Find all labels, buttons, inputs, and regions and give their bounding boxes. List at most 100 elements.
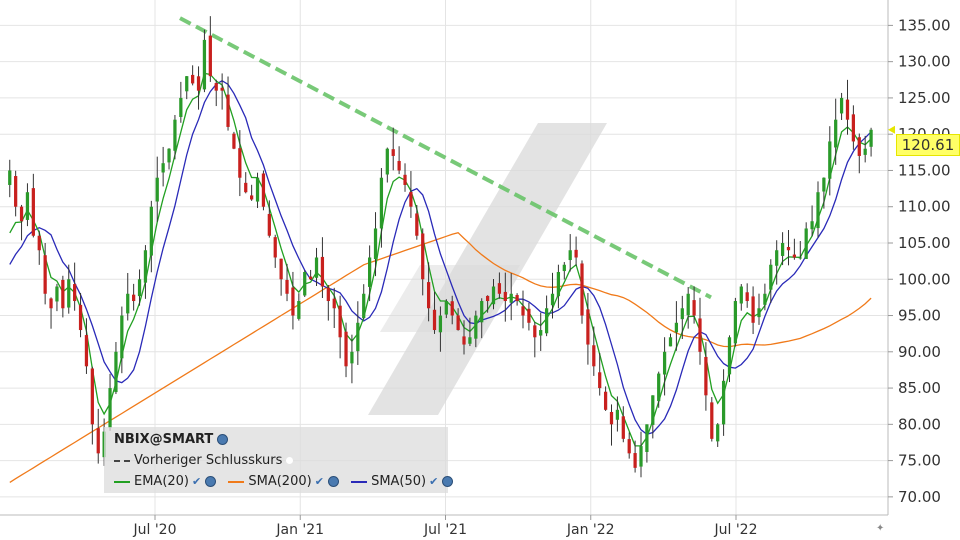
candle — [615, 396, 620, 432]
candle — [698, 297, 702, 365]
candle — [468, 317, 472, 347]
candle — [645, 424, 649, 463]
candle — [367, 245, 372, 302]
candle-body — [385, 148, 389, 175]
candle — [550, 272, 555, 319]
candle — [657, 371, 661, 408]
candle-body — [716, 424, 720, 442]
candle — [804, 222, 808, 259]
candle — [751, 286, 755, 335]
moving-averages — [9, 72, 872, 483]
candle — [598, 352, 602, 396]
candle — [232, 131, 236, 150]
candle-body — [432, 309, 437, 331]
candle-body — [739, 286, 743, 304]
candle — [426, 262, 431, 322]
candle-body — [250, 195, 254, 200]
candle-body — [456, 315, 460, 331]
candle-body — [586, 309, 590, 345]
candle — [633, 440, 637, 473]
globe-icon[interactable] — [327, 476, 339, 487]
candle — [845, 79, 850, 135]
candle — [592, 326, 596, 376]
grid — [0, 0, 888, 515]
check-icon[interactable]: ✔ — [314, 475, 324, 488]
axis-scroll-arrow-icon[interactable]: ✦ — [876, 523, 884, 534]
candle — [763, 283, 767, 311]
candle-body — [798, 257, 802, 259]
candle-body — [356, 322, 360, 352]
candle-body — [598, 372, 602, 389]
candle-body — [544, 308, 549, 334]
candle-body — [491, 286, 496, 305]
candle — [43, 243, 47, 305]
candle-body — [769, 264, 773, 290]
legend-label-sma50[interactable]: SMA(50) — [371, 474, 427, 489]
candle-body — [568, 250, 572, 261]
candle-body — [25, 192, 30, 220]
candle-body — [208, 35, 212, 77]
candle-body — [444, 301, 448, 315]
candle-body — [226, 94, 230, 127]
candle-body — [657, 373, 661, 402]
legend-symbol: NBIX@SMART — [114, 432, 214, 447]
globe-icon[interactable] — [205, 476, 217, 487]
candle — [639, 431, 643, 478]
candle — [497, 272, 502, 299]
candle-body — [137, 279, 142, 297]
candle — [716, 423, 720, 447]
candle-body — [804, 228, 808, 259]
candle — [739, 284, 743, 311]
candle — [621, 406, 625, 443]
globe-icon[interactable] — [217, 434, 229, 445]
candle-body — [320, 256, 325, 287]
candle-body — [674, 322, 679, 333]
y-tick-label: 100.00 — [898, 270, 951, 288]
candle-body — [397, 160, 401, 171]
candle — [533, 321, 537, 358]
globe-icon[interactable] — [442, 476, 454, 487]
candle — [250, 184, 254, 201]
candle-body — [845, 99, 850, 120]
candle — [385, 147, 389, 183]
candle — [727, 335, 732, 383]
candle — [25, 183, 30, 227]
candle-body — [78, 304, 83, 331]
legend-title: NBIX@SMART — [114, 432, 229, 447]
candle — [503, 272, 507, 322]
candle-body — [409, 191, 413, 207]
check-icon[interactable]: ✔ — [192, 475, 202, 488]
candle-body — [244, 182, 248, 193]
candle-body — [550, 293, 555, 306]
candle — [810, 205, 814, 237]
candle-body — [261, 173, 266, 207]
candle — [356, 301, 360, 365]
candle — [291, 271, 295, 330]
visibility-dot-icon[interactable] — [286, 457, 294, 464]
y-tick-label: 80.00 — [898, 415, 941, 433]
candle — [326, 285, 330, 321]
legend-label-sma200[interactable]: SMA(200) — [248, 474, 312, 489]
candle — [132, 283, 136, 311]
candle — [562, 262, 566, 280]
check-icon[interactable]: ✔ — [429, 475, 439, 488]
candle-body — [14, 176, 18, 207]
candle-body — [373, 228, 378, 260]
candle — [320, 237, 325, 299]
candle-body — [621, 416, 625, 439]
candle — [332, 287, 336, 328]
candle — [78, 292, 83, 338]
candle-body — [828, 141, 832, 179]
y-axis: 70.00 75.00 80.00 85.00 90.00 95.00 100.00 105.… — [888, 16, 951, 506]
candle — [491, 279, 496, 310]
candle — [350, 334, 354, 384]
candle — [167, 148, 171, 170]
candle — [19, 204, 24, 241]
candle — [485, 295, 490, 313]
candle — [627, 432, 631, 459]
legend-label-ema20[interactable]: EMA(20) — [134, 474, 190, 489]
candle — [745, 283, 749, 308]
candle-body — [84, 335, 89, 367]
candle — [515, 293, 519, 306]
candle-body — [179, 97, 183, 117]
